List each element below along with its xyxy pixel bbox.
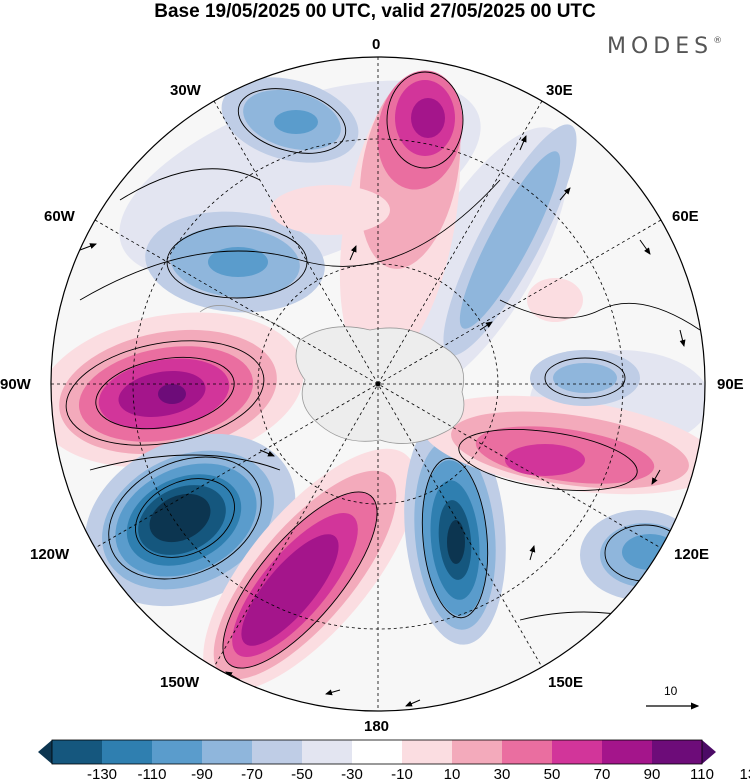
colorbar-swatch [402,740,453,764]
colorbar-swatch [452,740,503,764]
colorbar-swatch [152,740,203,764]
lon-label-90e: 90E [717,376,744,393]
colorbar-tick-label: -130 [86,766,118,783]
colorbar [38,739,716,765]
anomaly-positive-30w [270,185,390,235]
reference-vector-label: 10 [664,684,678,698]
south-pole-marker [375,381,381,387]
anomaly-negative-90e [530,350,640,406]
colorbar-swatch [502,740,553,764]
colorbar-tick-label: 90 [643,766,661,783]
lon-label-60w: 60W [44,208,75,225]
globe-outline [50,56,706,712]
lon-label-180: 180 [364,718,390,735]
colorbar-tick-label: 110 [690,766,714,783]
colorbar-tick-label: 10 [443,766,461,783]
lon-label-0: 0 [372,36,381,53]
colorbar-tick-label: -50 [291,766,313,783]
lon-label-150w: 150W [160,674,200,691]
colorbar-swatch [352,740,403,764]
colorbar-tick-label: -70 [241,766,263,783]
lon-label-60e: 60E [672,208,699,225]
brand-logo: MODES® [607,34,722,59]
colorbar-tick-label: 130 [739,766,750,783]
colorbar-swatch [602,740,653,764]
lon-label-30e: 30E [546,82,573,99]
colorbar-swatch [302,740,353,764]
colorbar-swatch [52,740,103,764]
colorbar-tick-label: 70 [593,766,611,783]
colorbar-tick-label: -10 [391,766,413,783]
map-title: Base 19/05/2025 00 UTC, valid 27/05/2025… [154,1,596,22]
anomaly-negative-20w [221,77,359,163]
lon-label-120e: 120E [674,546,710,563]
colorbar-swatch [202,740,253,764]
anomaly-negative-165e [404,415,506,645]
anomaly-field [51,57,705,711]
brand-mark: ® [713,36,723,46]
colorbar-swatch [102,740,153,764]
colorbar-swatch [552,740,603,764]
colorbar-tick-label: 30 [493,766,511,783]
anomaly-negative-45e [443,124,577,356]
antarctic-peninsula [199,305,301,341]
colorbar-tick-label: -110 [137,766,167,783]
colorbar-extend-low [38,740,52,764]
anomaly-positive-60e [527,278,583,322]
lon-label-150e: 150E [548,674,584,691]
colorbar-swatch [652,740,703,764]
colorbar-swatch [252,740,303,764]
colorbar-tick-label: -30 [341,766,363,783]
anomaly-positive-90w [51,312,304,468]
anomaly-positive-150w [203,448,417,692]
streamlines [65,71,701,669]
anomaly-positive-110e [421,395,705,495]
colorbar-extend-high [702,740,716,764]
lon-label-30w: 30W [170,82,201,99]
colorbar-tick-label: -90 [191,766,213,783]
anomaly-negative-55w [145,211,325,313]
colorbar-tick-label: 50 [543,766,561,783]
brand-text: MODES [607,34,714,59]
lon-label-90w: 90W [0,376,31,393]
lon-label-120w: 120W [30,546,70,563]
